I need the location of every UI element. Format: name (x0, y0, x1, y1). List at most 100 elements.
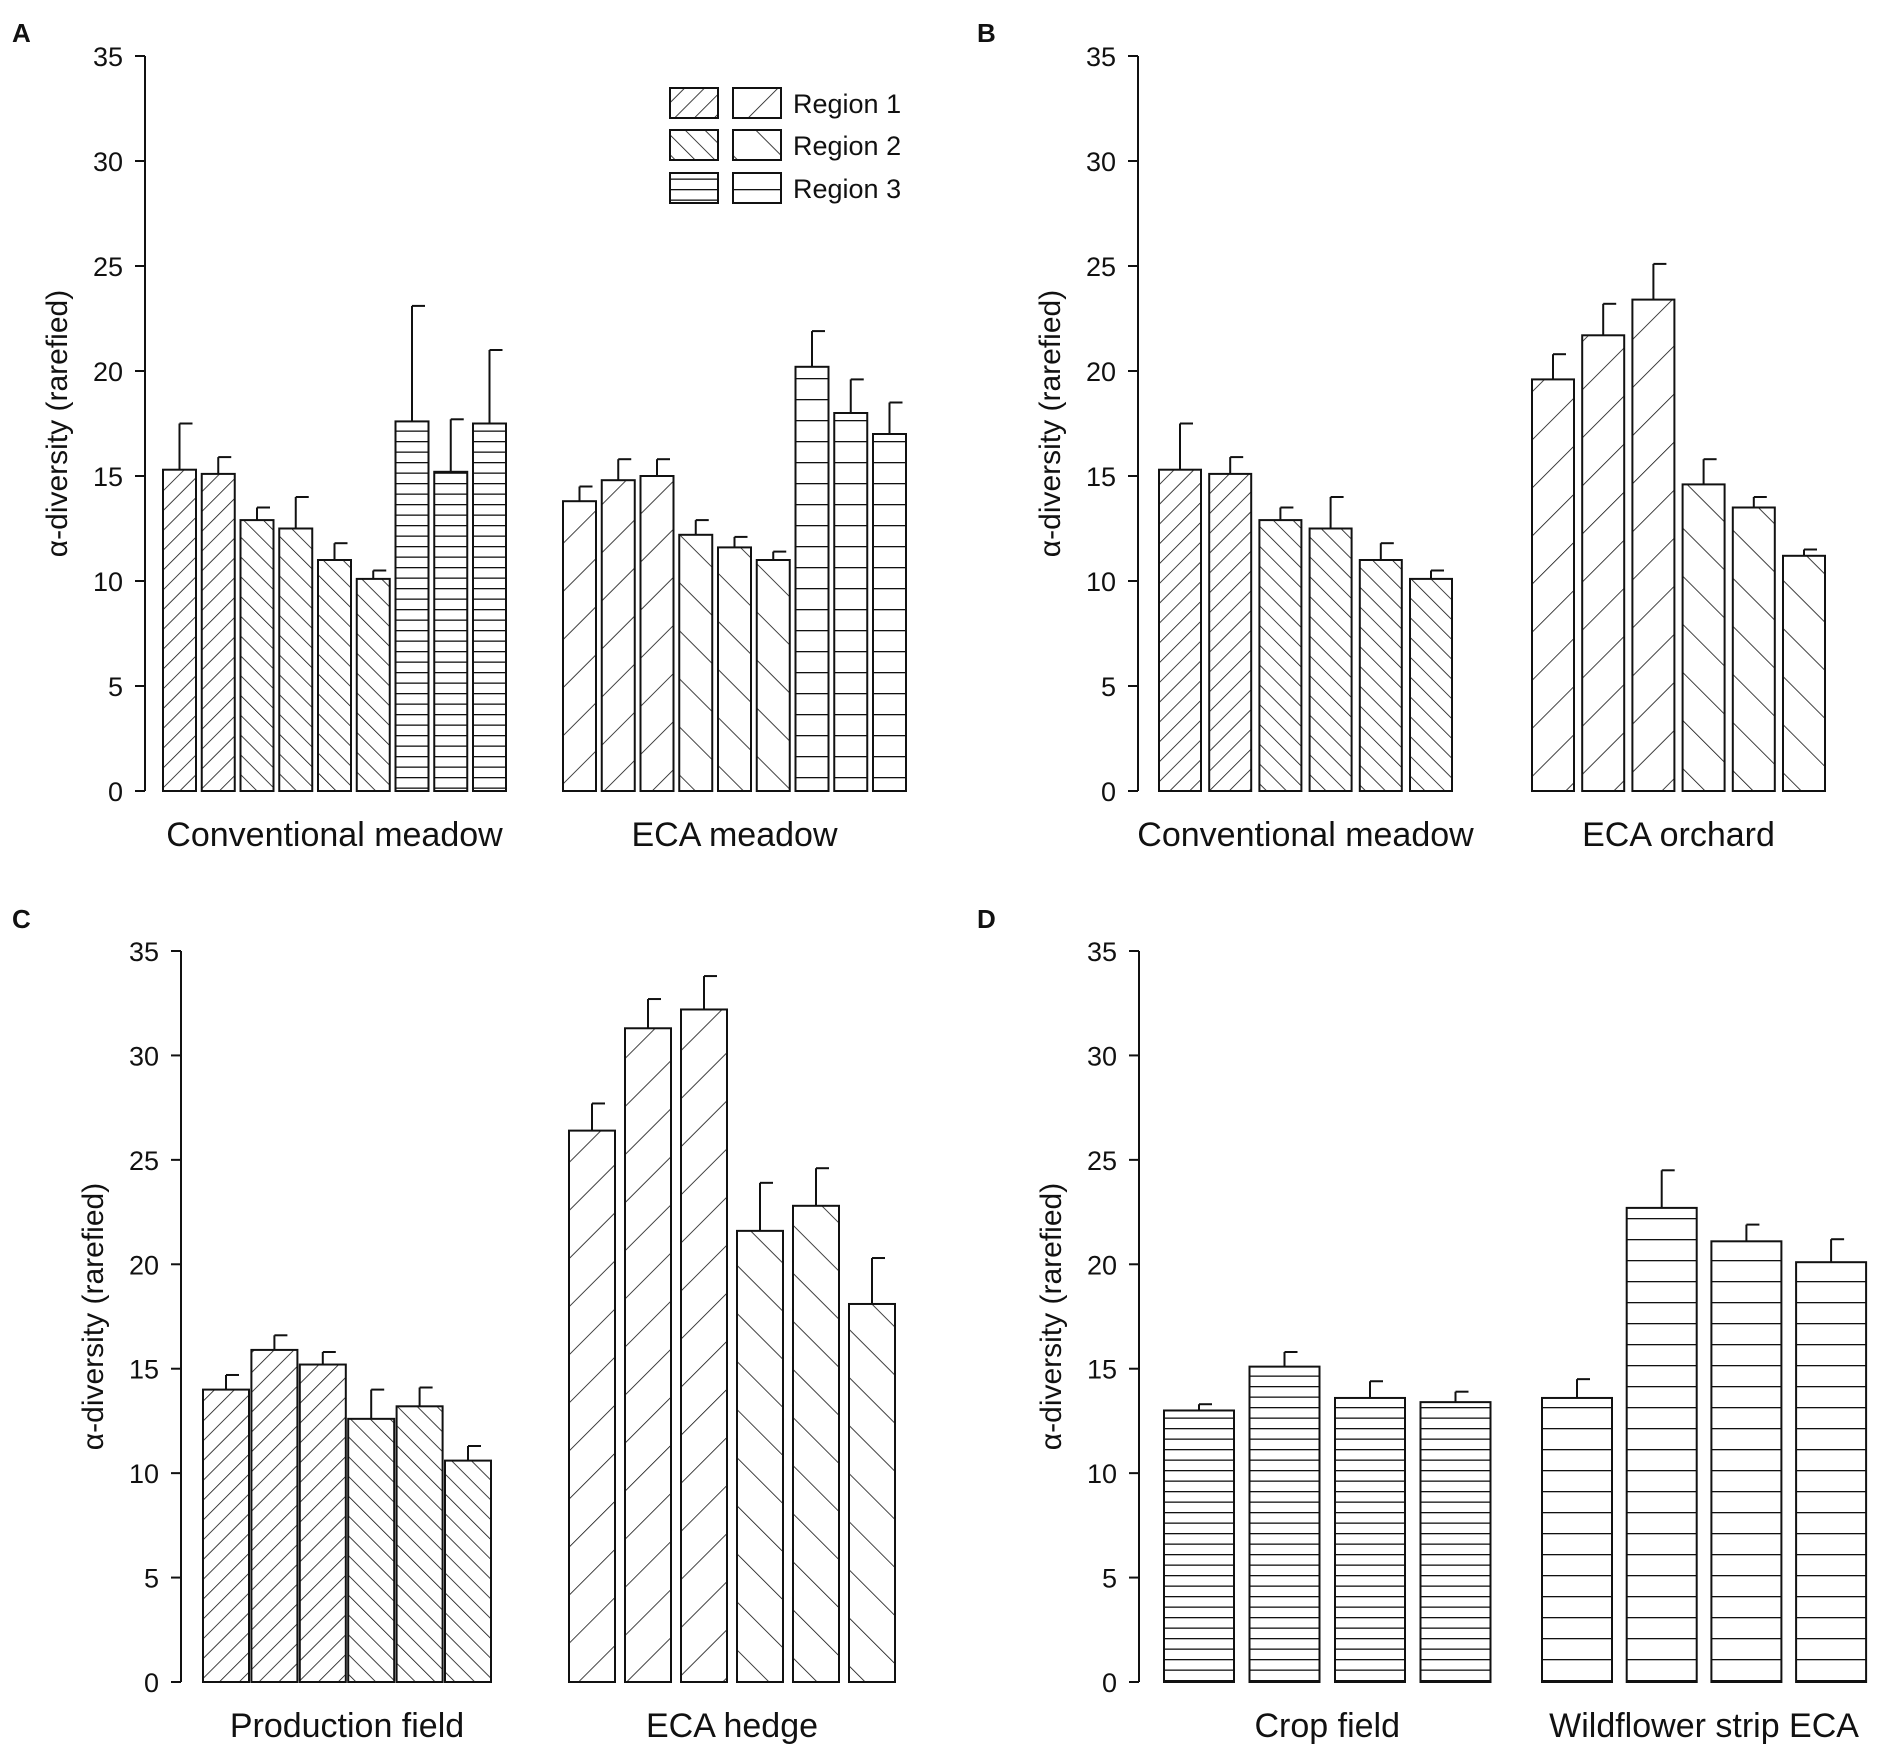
bar-b-1-4 (1731, 506, 1776, 792)
group-label-c-0: Production field (230, 1707, 464, 1745)
bar-b-0-1 (1208, 472, 1253, 792)
bar-a-0-6 (394, 420, 430, 792)
y-tick-label-b-5: 5 (1101, 672, 1116, 702)
y-tick-label-d-20: 20 (1087, 1250, 1117, 1280)
bar-a-1-4 (717, 546, 752, 793)
y-tick-label-d-15: 15 (1087, 1355, 1117, 1385)
y-tick-label-b-10: 10 (1086, 567, 1116, 597)
y-tick-label-d-35: 35 (1087, 937, 1117, 967)
legend-swatch-region-2-sparse (732, 129, 782, 161)
bar-d-0-0 (1163, 1409, 1235, 1683)
y-tick-label-a-25: 25 (93, 252, 123, 282)
bar-c-1-5 (848, 1302, 896, 1684)
chart-panel-b: 0 5 10 15 20 25 30 35 α-diversity (rarefied) Conv… (1034, 42, 1826, 854)
panel-letter-a: A (12, 18, 31, 48)
bar-a-1-5 (755, 559, 791, 792)
bar-a-0-7 (433, 470, 469, 792)
y-tick-label-b-0: 0 (1101, 777, 1116, 807)
bar-b-0-4 (1358, 559, 1403, 792)
bar-a-1-2 (639, 475, 675, 792)
y-tick-label-c-35: 35 (129, 937, 159, 967)
legend-swatch-region-1-dense (669, 87, 719, 119)
legend-swatch-region-3-sparse (732, 172, 782, 204)
group-label-a-0: Conventional meadow (166, 816, 503, 854)
bar-a-0-3 (278, 527, 314, 792)
bar-c-0-4 (395, 1405, 444, 1684)
bar-c-1-1 (624, 1027, 672, 1683)
y-tick-label-b-35: 35 (1086, 42, 1116, 72)
group-label-d-0: Crop field (1254, 1707, 1400, 1745)
bar-a-1-0 (562, 500, 597, 792)
chart-panel-d: 0 5 10 15 20 25 30 35 α-diversity (rarefied) Crop… (1035, 937, 1868, 1745)
legend-label-region-1: Region 1 (793, 89, 901, 119)
y-tick-label-c-25: 25 (129, 1146, 159, 1176)
chart-panel-c: 0 5 10 15 20 25 30 35 α-diversity (rarefied) Prod… (77, 937, 896, 1745)
bar-b-0-2 (1258, 519, 1303, 792)
y-tick-label-a-35: 35 (93, 42, 123, 72)
group-label-b-1: ECA orchard (1582, 816, 1775, 854)
group-label-b-0: Conventional meadow (1137, 816, 1474, 854)
bar-a-0-1 (200, 472, 236, 792)
bar-c-0-1 (250, 1348, 299, 1683)
legend-label-region-2: Region 2 (793, 131, 901, 161)
bar-a-0-2 (239, 519, 275, 792)
bar-c-0-0 (202, 1388, 250, 1683)
y-tick-label-c-10: 10 (129, 1459, 159, 1489)
y-tick-label-a-0: 0 (108, 777, 123, 807)
bar-a-0-4 (317, 559, 352, 792)
y-tick-label-d-10: 10 (1087, 1459, 1117, 1489)
y-axis-title-a: α-diversity (rarefied) (41, 290, 74, 557)
y-tick-label-a-5: 5 (108, 672, 123, 702)
bar-a-1-1 (600, 479, 636, 792)
bar-d-1-1 (1625, 1206, 1698, 1683)
bar-b-0-0 (1158, 468, 1202, 792)
bar-c-0-5 (444, 1459, 492, 1684)
y-tick-label-c-30: 30 (129, 1041, 159, 1071)
y-tick-label-c-5: 5 (144, 1564, 159, 1594)
y-tick-label-d-30: 30 (1087, 1041, 1117, 1071)
bar-d-1-0 (1541, 1396, 1613, 1684)
y-axis-title-d: α-diversity (rarefied) (1035, 1183, 1068, 1450)
y-tick-label-b-20: 20 (1086, 357, 1116, 387)
y-tick-label-d-25: 25 (1087, 1146, 1117, 1176)
bar-d-0-1 (1248, 1365, 1321, 1684)
legend: Region 1 Region 2 Region 3 (669, 87, 901, 204)
bar-d-0-2 (1334, 1396, 1406, 1684)
legend-swatch-region-2-dense (669, 129, 719, 161)
bar-a-1-3 (678, 533, 714, 792)
bar-c-1-2 (680, 1008, 728, 1683)
y-tick-label-b-25: 25 (1086, 252, 1116, 282)
y-tick-label-b-30: 30 (1086, 147, 1116, 177)
bar-b-1-0 (1531, 378, 1575, 792)
bar-d-0-3 (1419, 1401, 1492, 1684)
bar-b-0-5 (1409, 577, 1453, 793)
panel-letter-c: C (12, 904, 31, 934)
legend-label-region-3: Region 3 (793, 174, 901, 204)
y-tick-label-c-15: 15 (129, 1355, 159, 1385)
bar-a-1-7 (833, 412, 869, 792)
bar-d-1-2 (1710, 1240, 1783, 1683)
bar-c-1-3 (736, 1229, 784, 1683)
y-tick-label-c-0: 0 (144, 1668, 159, 1698)
bar-a-0-0 (162, 468, 197, 792)
y-tick-label-a-20: 20 (93, 357, 123, 387)
bar-a-1-8 (872, 433, 907, 792)
bar-b-1-3 (1681, 483, 1726, 792)
y-tick-label-c-20: 20 (129, 1250, 159, 1280)
bar-a-0-8 (472, 422, 507, 792)
bar-c-0-2 (298, 1363, 347, 1683)
bar-c-1-0 (568, 1129, 616, 1684)
group-label-d-1: Wildflower strip ECA (1549, 1707, 1859, 1745)
bar-c-1-4 (792, 1204, 840, 1683)
bar-d-1-3 (1795, 1261, 1868, 1683)
y-tick-label-b-15: 15 (1086, 462, 1116, 492)
chart-panel-a: 0 5 10 15 20 25 30 35 α-diversity (rarefied) Conv… (41, 42, 907, 854)
y-tick-label-a-15: 15 (93, 462, 123, 492)
legend-swatch-region-3-dense (669, 172, 719, 204)
legend-swatch-region-1-sparse (732, 87, 782, 119)
bar-b-1-1 (1581, 334, 1626, 792)
bar-c-0-3 (347, 1417, 396, 1683)
y-tick-label-d-5: 5 (1102, 1564, 1117, 1594)
bar-b-1-2 (1631, 298, 1676, 792)
